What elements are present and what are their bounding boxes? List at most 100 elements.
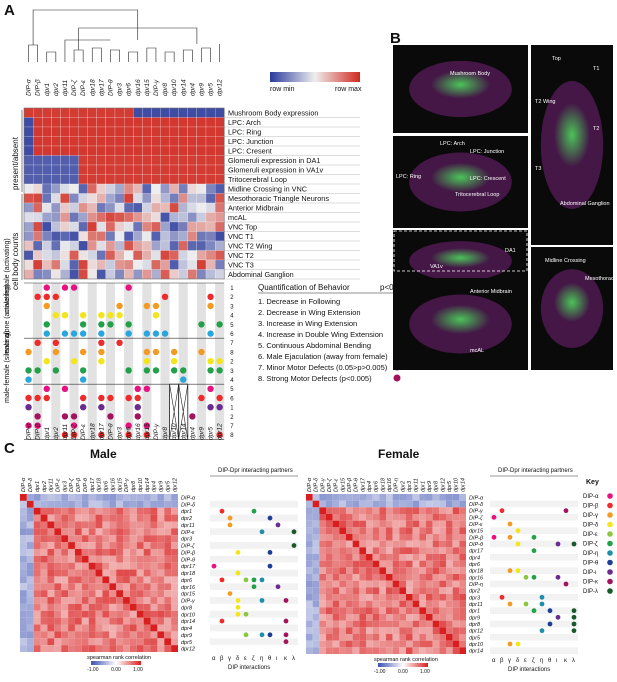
corr-cell bbox=[306, 594, 313, 601]
partner-dot bbox=[531, 574, 537, 580]
partners-row bbox=[490, 634, 578, 641]
corr-cell bbox=[332, 607, 340, 614]
corr-cell bbox=[47, 521, 55, 529]
corr-cell bbox=[339, 507, 346, 514]
corr-cell bbox=[26, 624, 34, 632]
corr-cell bbox=[446, 567, 453, 574]
corr-cell bbox=[439, 514, 446, 521]
corr-cell bbox=[150, 507, 158, 515]
heatmap-a-cell bbox=[60, 193, 70, 204]
corr-cell bbox=[81, 507, 89, 515]
corr-cell bbox=[319, 534, 326, 541]
corr-cell bbox=[123, 494, 130, 501]
corr-cell bbox=[426, 640, 433, 648]
partner-dot bbox=[563, 581, 569, 587]
corr-cell bbox=[143, 624, 151, 632]
partners-axis-tick: ε bbox=[524, 658, 527, 664]
heatmap-a-cell bbox=[205, 164, 216, 175]
heatmap-a-cell bbox=[160, 193, 170, 204]
corr-col-label: DIP-β bbox=[76, 477, 82, 492]
corr-cell bbox=[319, 494, 326, 501]
corr-cell bbox=[61, 514, 69, 522]
corr-cell bbox=[136, 521, 144, 529]
partners-row bbox=[490, 514, 578, 521]
corr-cell bbox=[432, 614, 440, 621]
heatmap-a-cell bbox=[169, 193, 179, 204]
corr-cell bbox=[116, 507, 124, 515]
corr-cell bbox=[109, 583, 117, 591]
corr-cell bbox=[426, 507, 433, 514]
behavior-dot bbox=[43, 321, 50, 328]
corr-cell bbox=[439, 554, 446, 561]
corr-cell bbox=[306, 520, 313, 528]
corr-cell bbox=[40, 576, 48, 584]
corr-cell bbox=[109, 610, 117, 618]
heatmap-a-cell bbox=[23, 155, 34, 166]
corr-cell bbox=[406, 560, 413, 568]
key-dot bbox=[607, 559, 613, 566]
corr-cell bbox=[81, 638, 89, 646]
corr-cell bbox=[306, 627, 313, 634]
corr-cell bbox=[143, 514, 151, 522]
corr-cell bbox=[352, 640, 360, 648]
corr-cell bbox=[171, 617, 178, 625]
partners-row bbox=[210, 528, 298, 536]
corr-cell bbox=[20, 494, 27, 501]
heatmap-a-cell bbox=[160, 240, 170, 251]
corr-cell bbox=[74, 597, 82, 604]
corr-cell bbox=[439, 627, 446, 634]
corr-cell bbox=[406, 587, 413, 594]
corr-cell bbox=[359, 574, 366, 581]
corr-cell bbox=[452, 534, 460, 541]
corr-cell bbox=[164, 624, 172, 632]
corr-cell bbox=[319, 594, 326, 601]
corr-cell bbox=[379, 547, 386, 554]
key-dot bbox=[607, 493, 613, 499]
corr-cell bbox=[81, 535, 89, 543]
corr-cell bbox=[306, 534, 313, 541]
corr-cell bbox=[452, 627, 460, 634]
heatmap-a-cell bbox=[133, 231, 143, 242]
heatmap-a-cell bbox=[215, 155, 225, 166]
corr-cell bbox=[150, 645, 158, 652]
behavior-dot bbox=[25, 422, 32, 429]
behavior-dot bbox=[107, 394, 114, 402]
corr-row-label: DIP-ζ bbox=[181, 544, 195, 550]
corr-cell bbox=[379, 494, 386, 501]
partners-row bbox=[490, 500, 578, 508]
corr-cell bbox=[306, 514, 313, 521]
corr-cell bbox=[68, 624, 75, 632]
behavior-dot bbox=[152, 348, 160, 356]
corr-cell bbox=[150, 617, 158, 625]
corr-cell bbox=[171, 514, 178, 522]
corr-cell bbox=[26, 521, 34, 529]
corr-cell bbox=[171, 548, 178, 556]
corr-cell bbox=[459, 614, 466, 621]
corr-cell bbox=[426, 614, 433, 621]
partner-dot bbox=[571, 628, 577, 634]
corr-cell bbox=[332, 647, 340, 654]
corr-cell bbox=[406, 600, 413, 608]
heatmap-a-cell bbox=[123, 174, 134, 185]
behavior-dot bbox=[189, 413, 196, 420]
corr-cell bbox=[136, 583, 144, 591]
heatmap-a-cell bbox=[78, 202, 88, 213]
heatmap-a-cell bbox=[142, 193, 152, 204]
corr-cell bbox=[352, 514, 360, 521]
partner-dot bbox=[507, 534, 513, 540]
heatmap-a-cell bbox=[51, 259, 61, 270]
heatmap-a-cell bbox=[169, 269, 179, 280]
corr-cell bbox=[109, 638, 117, 646]
gene-label-bottom: DIP-γ bbox=[153, 423, 160, 440]
corr-cell bbox=[406, 534, 413, 541]
heatmap-a-cell bbox=[51, 193, 61, 204]
corr-cell bbox=[88, 631, 96, 639]
corr-cell bbox=[352, 494, 360, 501]
colorbar-a-min: row min bbox=[270, 86, 295, 93]
corr-cell bbox=[406, 620, 413, 628]
corr-cell bbox=[379, 540, 386, 548]
corr-cell bbox=[102, 494, 110, 501]
corr-cell bbox=[40, 631, 48, 639]
gene-label-top: dpr12 bbox=[217, 79, 224, 96]
corr-cell bbox=[47, 548, 55, 556]
